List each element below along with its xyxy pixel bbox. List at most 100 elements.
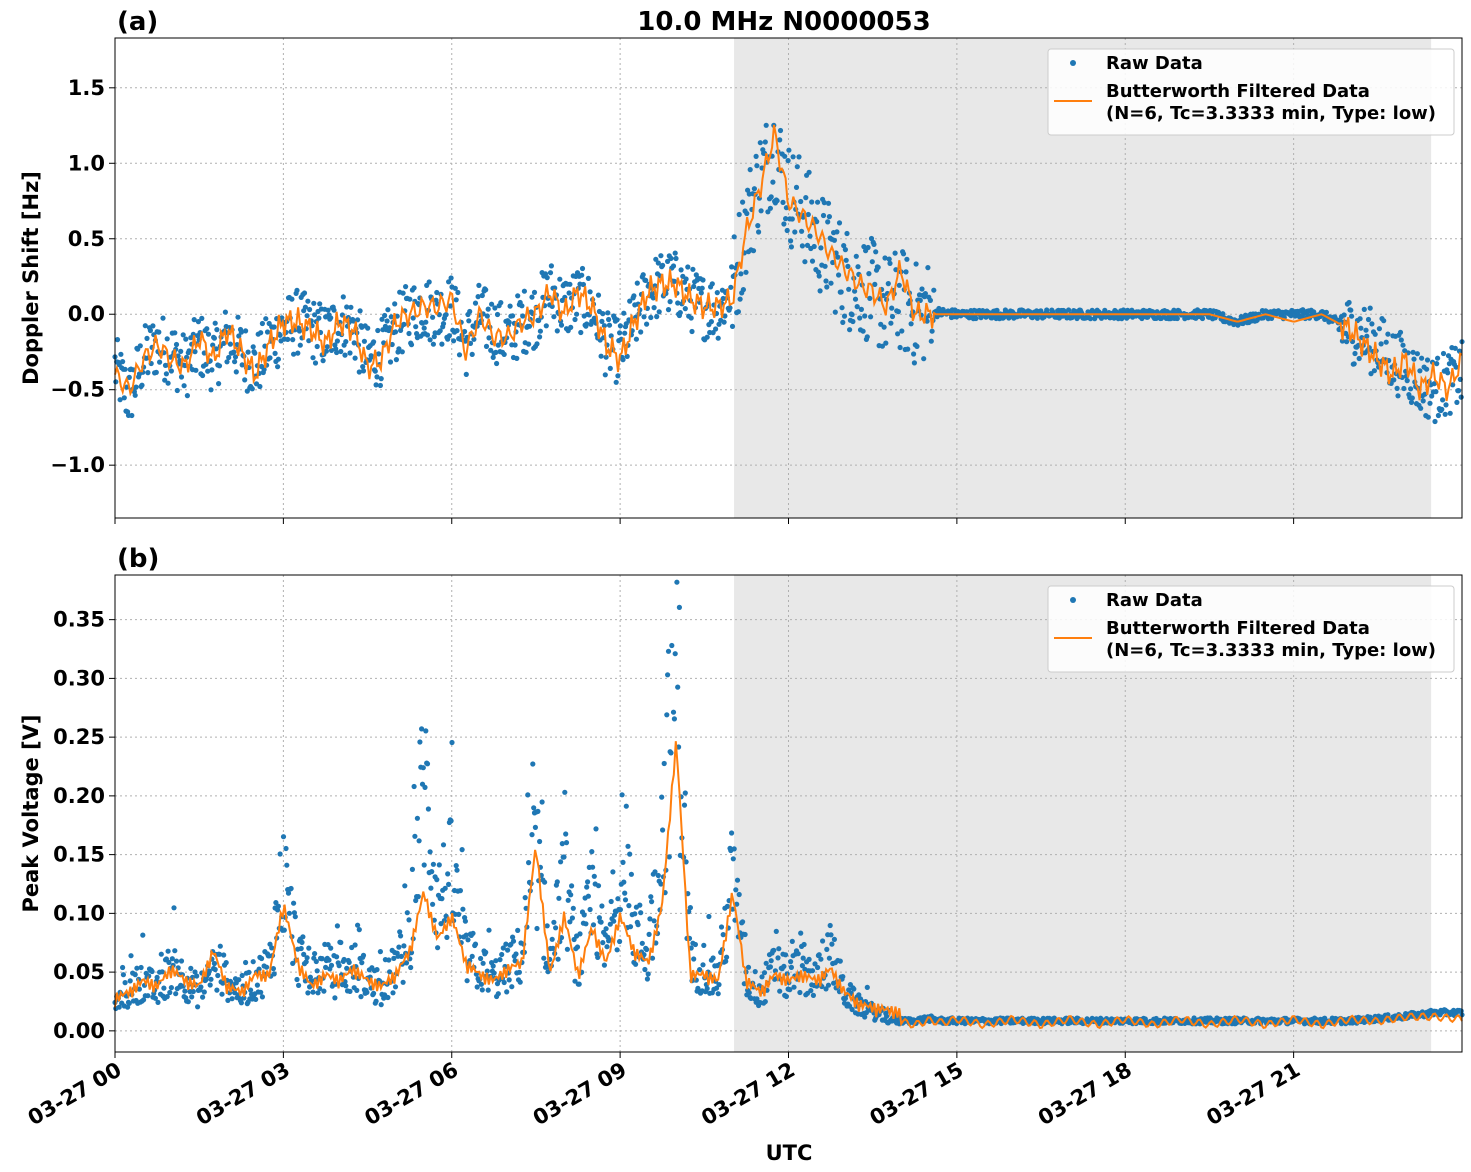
raw-data-point (184, 354, 190, 360)
raw-data-point (568, 892, 574, 898)
raw-data-point (510, 938, 517, 944)
raw-data-point (219, 991, 225, 997)
y-tick-label: 0.05 (53, 960, 105, 984)
raw-data-point (611, 918, 617, 924)
raw-data-point (617, 938, 623, 945)
raw-data-point (352, 355, 358, 361)
raw-data-point (1433, 389, 1439, 395)
raw-data-point (483, 949, 489, 956)
raw-data-point (254, 982, 260, 988)
raw-data-point (385, 307, 391, 313)
raw-data-point (217, 943, 223, 949)
raw-data-point (346, 959, 352, 966)
raw-data-point (903, 269, 909, 275)
raw-data-point (610, 869, 616, 875)
raw-data-point (267, 355, 273, 361)
raw-data-point (1452, 345, 1458, 351)
raw-data-point (417, 739, 423, 745)
raw-data-point (591, 873, 597, 879)
raw-data-point (172, 948, 178, 954)
raw-data-point (357, 308, 363, 314)
raw-data-point (780, 199, 786, 205)
raw-data-point (188, 965, 194, 972)
raw-data-point (627, 298, 633, 304)
raw-data-point (723, 958, 729, 964)
raw-data-point (879, 343, 886, 349)
raw-data-point (223, 960, 229, 966)
raw-data-point (360, 368, 367, 374)
raw-data-point (599, 903, 605, 909)
raw-data-point (603, 926, 609, 932)
raw-data-point (664, 712, 670, 718)
raw-data-point (873, 249, 879, 255)
raw-data-point (649, 899, 655, 905)
raw-data-point (895, 331, 901, 337)
raw-data-point (338, 348, 344, 355)
raw-data-point (189, 994, 195, 1000)
raw-data-point (661, 760, 667, 767)
raw-data-point (655, 260, 661, 266)
raw-data-point (716, 982, 722, 988)
raw-data-point (781, 963, 787, 970)
raw-data-point (672, 250, 678, 256)
raw-data-point (1445, 370, 1451, 376)
filtered-data-line-b (114, 741, 1463, 1030)
raw-data-point (294, 287, 300, 293)
raw-data-point (542, 879, 548, 885)
raw-data-point (829, 941, 835, 947)
raw-data-point (777, 988, 783, 994)
y-axis-label-b: Peak Voltage [V] (19, 714, 43, 912)
raw-data-point (484, 313, 490, 319)
raw-data-point (347, 988, 353, 995)
raw-data-point (731, 234, 737, 240)
raw-data-point (373, 998, 379, 1004)
raw-data-point (512, 342, 518, 348)
raw-data-point (816, 273, 822, 279)
raw-data-point (670, 709, 677, 715)
raw-data-point (378, 376, 384, 382)
raw-data-point (710, 955, 716, 961)
raw-data-point (398, 933, 404, 939)
raw-data-point (456, 352, 463, 358)
raw-data-point (824, 946, 830, 953)
raw-data-point (403, 960, 410, 966)
raw-data-point (537, 328, 544, 334)
raw-data-point (168, 368, 174, 374)
raw-data-point (469, 351, 475, 357)
raw-data-point (770, 179, 776, 185)
raw-data-point (868, 235, 875, 242)
raw-data-point (1385, 331, 1391, 337)
raw-data-point (531, 289, 538, 295)
raw-data-point (781, 221, 787, 227)
raw-data-point (1404, 378, 1410, 384)
raw-data-point (689, 328, 695, 335)
raw-data-point (617, 323, 624, 329)
raw-data-point (462, 328, 468, 335)
raw-data-point (300, 934, 306, 940)
raw-data-point (413, 897, 419, 904)
raw-data-point (467, 958, 473, 964)
raw-data-point (783, 993, 790, 1000)
raw-data-point (141, 997, 147, 1003)
raw-data-point (504, 989, 510, 995)
raw-data-point (374, 967, 380, 973)
raw-data-point (838, 289, 844, 295)
raw-data-point (526, 860, 532, 866)
raw-data-point (423, 728, 429, 734)
raw-data-point (806, 956, 812, 963)
raw-data-point (314, 343, 320, 350)
raw-data-point (754, 163, 760, 169)
raw-data-point (892, 250, 898, 256)
raw-data-point (359, 960, 365, 966)
raw-data-point (117, 397, 123, 403)
raw-data-point (1435, 412, 1441, 419)
raw-data-point (168, 985, 174, 991)
raw-data-point (638, 910, 644, 916)
raw-data-point (149, 968, 155, 975)
panel-label-a: (a) (117, 7, 158, 37)
raw-data-point (601, 962, 608, 968)
raw-data-point (178, 958, 185, 964)
raw-data-point (174, 387, 180, 394)
raw-data-point (214, 327, 220, 333)
raw-data-point (456, 911, 462, 918)
